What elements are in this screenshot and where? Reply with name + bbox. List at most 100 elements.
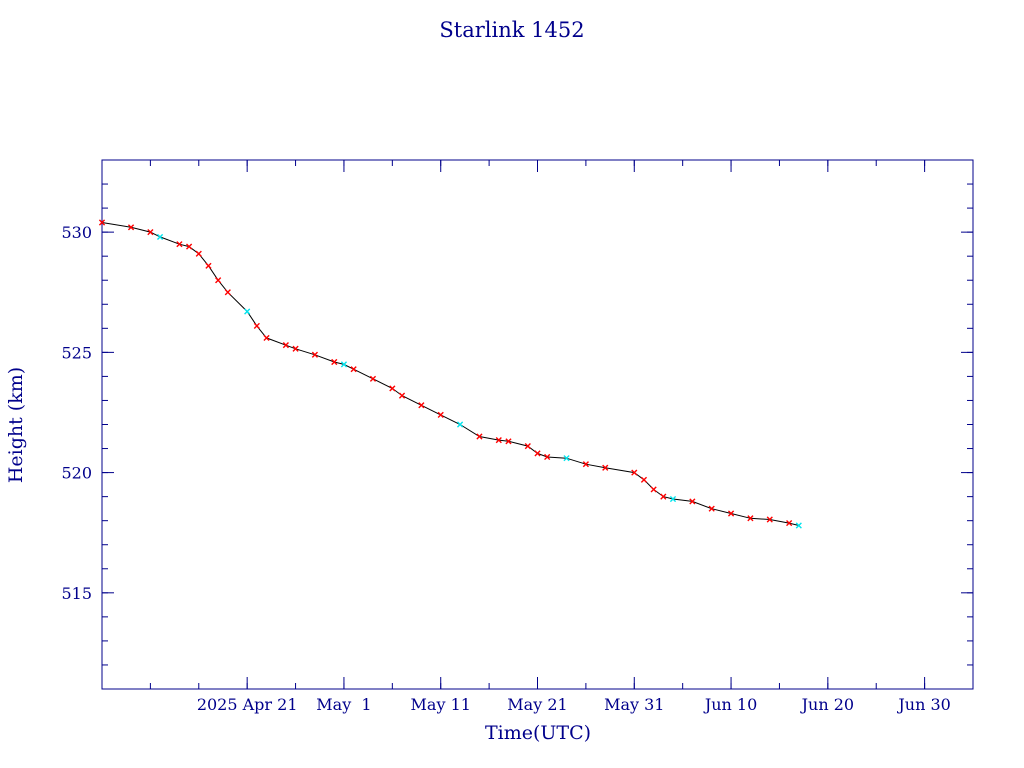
x-tick-label: Jun 30 [896, 695, 950, 714]
data-point-stroke [650, 486, 657, 493]
data-point [631, 469, 638, 476]
data-point-stroke [340, 361, 348, 368]
data-point-stroke [669, 495, 677, 503]
data-point [660, 493, 667, 500]
x-tick-label: May 1 [316, 695, 371, 714]
y-tick-label: 520 [61, 464, 92, 483]
data-point [244, 308, 251, 315]
data-point-stroke [418, 402, 425, 409]
data-point [602, 464, 609, 471]
height-trace-line [101, 222, 799, 526]
axis-ticks [101, 159, 974, 690]
data-point [582, 461, 589, 468]
data-point [350, 366, 357, 373]
data-point [340, 361, 348, 368]
data-point [156, 233, 164, 241]
data-point [766, 516, 773, 523]
data-point [456, 421, 464, 428]
data-point [369, 375, 377, 382]
data-point-stroke [640, 476, 648, 483]
data-point [224, 289, 231, 296]
data-point [253, 322, 260, 330]
y-tick-label: 530 [61, 223, 92, 242]
data-point-stroke [660, 493, 667, 500]
x-tick-label: May 11 [411, 695, 471, 714]
x-tick-label: 2025 Apr 21 [197, 695, 298, 714]
data-point [292, 345, 299, 352]
data-point-stroke [244, 308, 251, 315]
data-point-stroke [786, 519, 793, 527]
data-point [398, 392, 406, 399]
data-point-stroke [524, 443, 531, 450]
chart-title: Starlink 1452 [439, 18, 584, 42]
data-layer [98, 219, 802, 529]
data-point [650, 486, 657, 493]
data-point-stroke [727, 510, 735, 517]
data-point-stroke [263, 334, 270, 342]
data-point-stroke [215, 277, 222, 284]
data-point-stroke [495, 437, 502, 444]
data-point-stroke [331, 358, 338, 366]
data-point-stroke [795, 522, 802, 529]
data-point-stroke [582, 461, 589, 468]
data-point-stroke [505, 438, 512, 445]
x-tick-label: Jun 20 [800, 695, 854, 714]
data-point [215, 277, 222, 284]
plot-axes [101, 159, 974, 690]
data-point [727, 510, 735, 517]
data-point [640, 476, 648, 483]
data-point-stroke [282, 342, 289, 349]
data-point [544, 453, 551, 461]
data-point [476, 433, 483, 440]
data-point-stroke [563, 455, 570, 462]
data-point-stroke [437, 411, 444, 418]
x-axis-label: Time(UTC) [485, 722, 591, 744]
data-point-stroke [156, 233, 164, 241]
data-point [418, 402, 425, 409]
data-point [524, 443, 531, 450]
x-tick-label: May 31 [604, 695, 664, 714]
data-point-stroke [398, 392, 406, 399]
data-point-stroke [631, 469, 638, 476]
data-point-stroke [195, 250, 202, 257]
y-tick-label: 525 [61, 343, 92, 362]
data-point-stroke [389, 385, 396, 392]
data-point-stroke [689, 498, 696, 505]
data-point [127, 224, 135, 231]
data-point [747, 515, 754, 522]
data-point-stroke [98, 219, 106, 226]
data-point [263, 334, 270, 342]
data-point-stroke [544, 453, 551, 461]
data-point-stroke [224, 289, 231, 296]
data-point-stroke [602, 464, 609, 471]
data-point [331, 358, 338, 366]
data-point-stroke [766, 516, 773, 523]
data-point [282, 342, 289, 349]
data-point-stroke [708, 505, 715, 512]
data-point [389, 385, 396, 392]
data-point [689, 498, 696, 505]
data-point [311, 351, 319, 358]
data-point [795, 522, 802, 529]
y-tick-labels: 515 520 525 530 [61, 223, 92, 603]
data-point-stroke [456, 421, 464, 428]
plot-frame [101, 159, 974, 690]
data-point [98, 219, 106, 226]
data-point-stroke [147, 229, 154, 236]
y-tick-label: 515 [61, 584, 92, 603]
data-point-stroke [350, 366, 357, 373]
data-point [186, 243, 193, 250]
data-point-stroke [253, 322, 260, 330]
data-point-stroke [292, 345, 299, 352]
y-axis-label: Height (km) [5, 367, 27, 483]
data-point [205, 262, 212, 269]
data-point [505, 438, 512, 445]
data-point [534, 450, 541, 457]
x-tick-label: May 21 [507, 695, 567, 714]
data-point-stroke [534, 450, 541, 457]
data-point-stroke [176, 241, 183, 248]
data-point-stroke [186, 243, 193, 250]
data-point-stroke [476, 433, 483, 440]
data-point [147, 229, 154, 236]
